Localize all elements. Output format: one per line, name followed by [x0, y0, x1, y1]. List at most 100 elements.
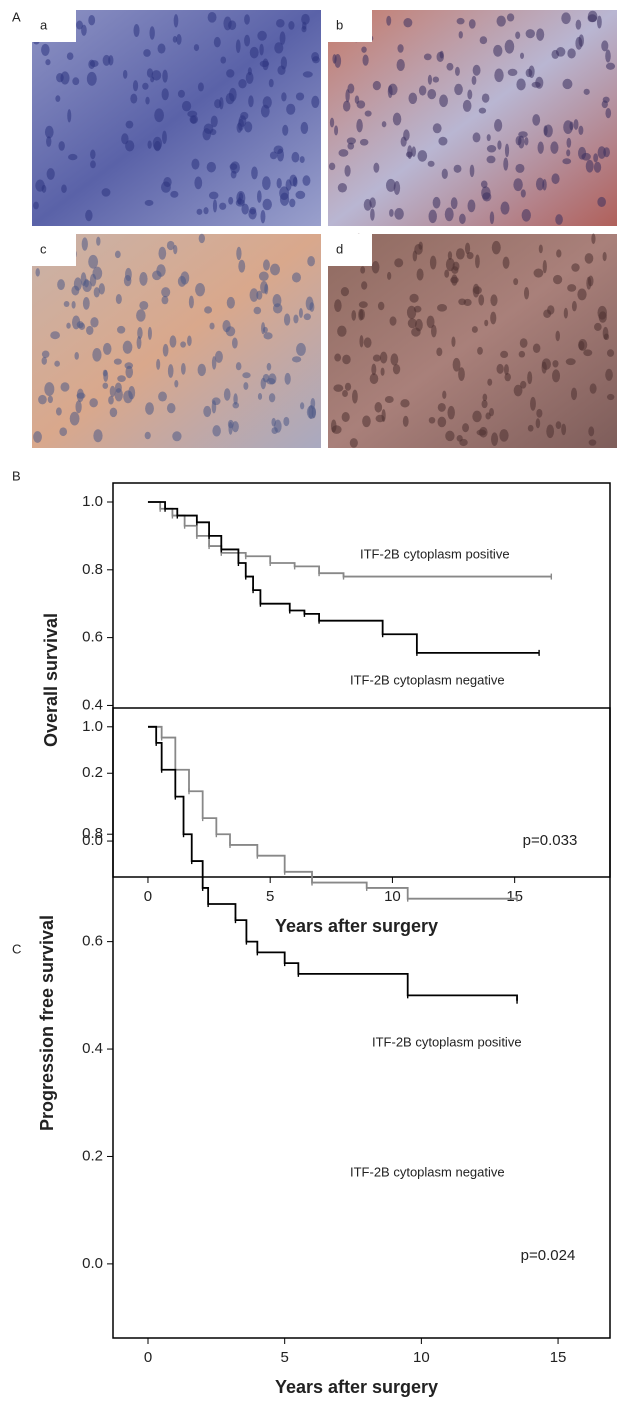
nucleus — [503, 364, 509, 376]
nucleus — [423, 53, 432, 61]
nucleus — [115, 293, 122, 305]
nucleus — [458, 298, 467, 306]
nucleus — [188, 295, 194, 309]
nucleus — [543, 309, 552, 318]
nucleus — [226, 69, 235, 78]
nucleus — [351, 310, 357, 321]
nucleus — [302, 175, 311, 186]
nucleus — [396, 59, 405, 72]
nucleus — [535, 76, 544, 89]
nucleus — [303, 313, 311, 321]
image-label: d — [336, 241, 343, 256]
nucleus — [311, 95, 320, 108]
nucleus — [299, 156, 305, 164]
nucleus — [288, 21, 295, 30]
nucleus — [231, 421, 239, 433]
nucleus — [145, 96, 150, 105]
nucleus — [46, 168, 55, 180]
nucleus — [81, 237, 88, 251]
nucleus — [496, 363, 504, 374]
nucleus — [334, 54, 342, 68]
nucleus — [170, 190, 179, 198]
nucleus — [591, 233, 596, 245]
nucleus — [371, 363, 377, 376]
panel-label: A — [12, 9, 21, 24]
nucleus — [447, 251, 453, 260]
survival-curve — [147, 725, 518, 900]
nucleus — [150, 76, 155, 83]
nucleus — [444, 269, 450, 278]
nucleus — [484, 319, 489, 327]
nucleus — [513, 278, 519, 286]
nucleus — [432, 196, 441, 209]
nucleus — [480, 180, 488, 189]
nucleus — [279, 31, 286, 45]
nucleus — [454, 83, 463, 96]
nucleus — [527, 424, 534, 432]
nucleus — [283, 416, 290, 427]
nucleus — [66, 52, 74, 61]
nucleus — [187, 335, 192, 347]
x-tick-label: 0 — [144, 888, 152, 905]
nucleus — [486, 145, 497, 153]
nucleus — [74, 352, 79, 360]
nucleus — [85, 209, 93, 222]
nucleus — [117, 375, 126, 382]
nucleus — [268, 393, 276, 403]
nucleus — [416, 268, 424, 281]
nucleus — [90, 317, 99, 328]
nucleus — [295, 190, 306, 200]
nucleus — [266, 377, 276, 385]
nucleus — [417, 150, 428, 162]
nucleus — [144, 431, 151, 440]
nucleus — [372, 80, 381, 91]
nucleus — [506, 13, 515, 22]
nucleus — [167, 364, 174, 378]
nucleus — [249, 288, 259, 302]
nucleus — [299, 402, 305, 410]
nucleus — [243, 382, 249, 390]
nucleus — [82, 280, 92, 293]
nucleus — [213, 36, 221, 48]
nucleus — [499, 429, 509, 442]
nucleus — [605, 368, 613, 381]
nucleus — [489, 211, 495, 225]
nucleus — [161, 295, 169, 305]
nucleus — [519, 52, 525, 59]
nucleus — [73, 277, 82, 291]
nucleus — [427, 74, 433, 85]
nucleus — [451, 274, 458, 286]
nucleus — [139, 271, 148, 286]
nucleus — [197, 363, 206, 377]
nucleus — [583, 349, 593, 357]
nucleus — [82, 297, 90, 310]
nucleus — [180, 271, 190, 285]
nucleus — [248, 95, 254, 108]
nucleus — [515, 31, 521, 39]
nucleus — [172, 36, 178, 43]
nucleus — [235, 199, 245, 207]
nucleus — [133, 23, 140, 38]
label-tab — [328, 234, 372, 266]
nucleus — [409, 293, 419, 303]
x-tick-label: 10 — [384, 888, 401, 905]
nucleus — [122, 69, 128, 79]
nucleus — [136, 336, 142, 350]
x-axis-label: Years after surgery — [275, 916, 438, 936]
nucleus — [472, 64, 481, 76]
series-label: ITF-2B cytoplasm positive — [372, 1034, 522, 1049]
nucleus — [226, 296, 235, 309]
nucleus — [473, 286, 482, 295]
nucleus — [334, 353, 342, 362]
x-tick-label: 0 — [144, 1349, 152, 1366]
nucleus — [430, 324, 437, 338]
nucleus — [187, 110, 198, 118]
nucleus — [301, 13, 310, 25]
y-tick-label: 0.8 — [82, 561, 103, 578]
y-axis-label: Progression free survival — [37, 915, 57, 1131]
nucleus — [584, 253, 594, 264]
y-tick-label: 0.8 — [82, 825, 103, 842]
nucleus — [407, 145, 413, 160]
nucleus — [125, 140, 135, 152]
nucleus — [437, 416, 447, 428]
